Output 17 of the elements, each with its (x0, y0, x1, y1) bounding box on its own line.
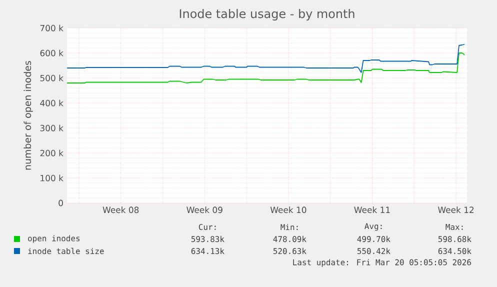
line-series (67, 52, 465, 84)
y-tick-label: 100 k (40, 174, 64, 182)
y-tick-label: 400 k (40, 100, 64, 106)
y-tick-label: 700 k (40, 24, 64, 32)
y-axis-title: number of open inodes (24, 61, 33, 170)
chart-title: Inode table usage - by month (180, 8, 354, 20)
x-tick-label: Week 12 (438, 206, 474, 214)
line-series (67, 44, 465, 73)
x-tick-label: Week 10 (270, 206, 306, 214)
y-tick-label: 500 k (40, 74, 64, 82)
x-tick-label: Week 09 (186, 206, 222, 214)
y-tick-label: 300 k (40, 124, 64, 132)
y-tick-label: 0 (58, 200, 63, 206)
x-tick-label: Week 11 (354, 206, 390, 214)
x-tick-label: Week 08 (102, 206, 139, 214)
y-tick-label: 600 k (40, 50, 64, 56)
y-tick-label: 200 k (40, 150, 64, 156)
